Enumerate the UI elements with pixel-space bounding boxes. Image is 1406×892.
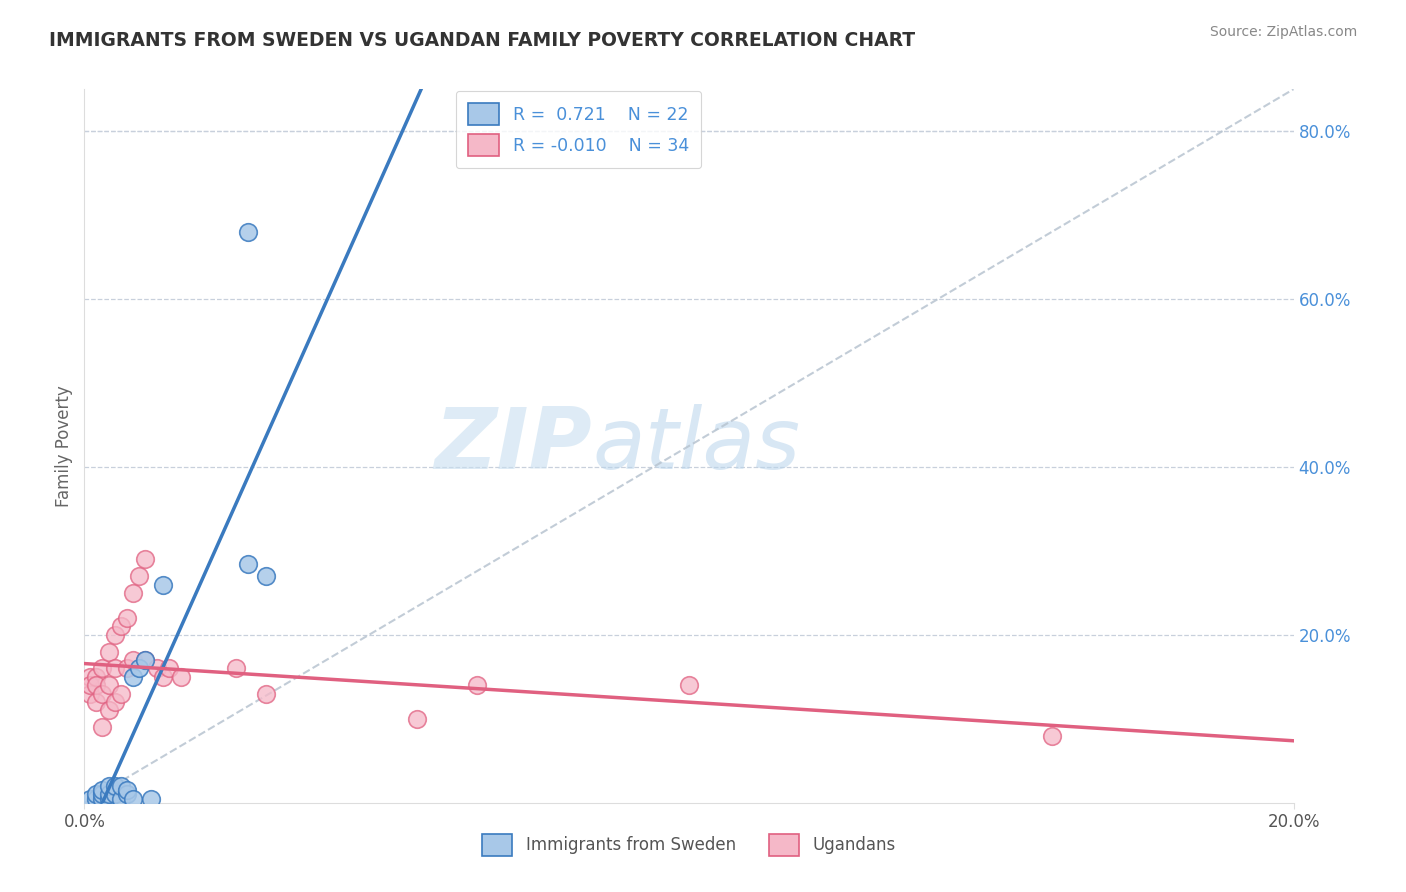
Point bbox=[121, 791, 143, 805]
Point bbox=[236, 557, 259, 571]
Point bbox=[121, 586, 143, 600]
Point bbox=[104, 661, 127, 675]
Point bbox=[97, 703, 120, 717]
Point bbox=[225, 661, 247, 675]
Point bbox=[134, 552, 156, 566]
Point bbox=[86, 788, 108, 802]
Point bbox=[134, 653, 156, 667]
Point bbox=[254, 687, 277, 701]
Legend: Immigrants from Sweden, Ugandans: Immigrants from Sweden, Ugandans bbox=[475, 828, 903, 863]
Point bbox=[110, 779, 132, 793]
Point bbox=[110, 791, 132, 805]
Point bbox=[152, 670, 174, 684]
Point bbox=[115, 661, 138, 675]
Point bbox=[91, 720, 114, 734]
Point bbox=[104, 788, 127, 802]
Point bbox=[110, 687, 132, 701]
Point bbox=[86, 791, 108, 805]
Point bbox=[86, 695, 108, 709]
Point bbox=[678, 678, 700, 692]
Point bbox=[128, 569, 150, 583]
Point bbox=[97, 791, 120, 805]
Point bbox=[79, 670, 101, 684]
Point bbox=[86, 670, 108, 684]
Point bbox=[86, 678, 108, 692]
Point bbox=[254, 569, 277, 583]
Point bbox=[121, 670, 143, 684]
Text: Source: ZipAtlas.com: Source: ZipAtlas.com bbox=[1209, 25, 1357, 39]
Point bbox=[91, 783, 114, 797]
Text: IMMIGRANTS FROM SWEDEN VS UGANDAN FAMILY POVERTY CORRELATION CHART: IMMIGRANTS FROM SWEDEN VS UGANDAN FAMILY… bbox=[49, 31, 915, 50]
Point bbox=[139, 791, 162, 805]
Point bbox=[91, 791, 114, 805]
Point bbox=[115, 783, 138, 797]
Point bbox=[97, 645, 120, 659]
Point bbox=[91, 687, 114, 701]
Point bbox=[115, 611, 138, 625]
Point bbox=[79, 678, 101, 692]
Point bbox=[406, 712, 429, 726]
Point bbox=[110, 619, 132, 633]
Point bbox=[104, 695, 127, 709]
Point bbox=[97, 678, 120, 692]
Point bbox=[79, 791, 101, 805]
Point bbox=[146, 661, 169, 675]
Point bbox=[134, 653, 156, 667]
Point bbox=[121, 653, 143, 667]
Point bbox=[467, 678, 489, 692]
Point bbox=[97, 788, 120, 802]
Y-axis label: Family Poverty: Family Poverty bbox=[55, 385, 73, 507]
Point bbox=[157, 661, 180, 675]
Point bbox=[104, 628, 127, 642]
Point bbox=[236, 225, 259, 239]
Point bbox=[128, 661, 150, 675]
Point bbox=[170, 670, 193, 684]
Point bbox=[1040, 729, 1063, 743]
Point bbox=[91, 661, 114, 675]
Point bbox=[104, 779, 127, 793]
Point bbox=[115, 788, 138, 802]
Text: ZIP: ZIP bbox=[434, 404, 592, 488]
Point bbox=[91, 788, 114, 802]
Point bbox=[97, 779, 120, 793]
Text: atlas: atlas bbox=[592, 404, 800, 488]
Point bbox=[79, 687, 101, 701]
Point bbox=[152, 577, 174, 591]
